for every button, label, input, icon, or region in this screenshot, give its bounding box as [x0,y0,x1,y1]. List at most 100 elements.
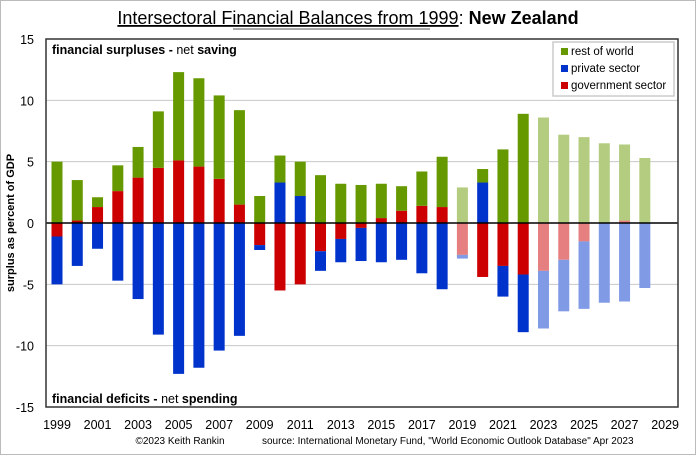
bar-private-sector-2011 [294,196,306,223]
bar-government-sector-2008 [233,204,245,223]
legend-label: government sector [571,80,666,92]
bar-private-sector-2021 [497,265,509,297]
bar-private-sector-2013 [335,238,347,263]
bar-rest-of-world-2003 [132,146,144,178]
bar-government-sector-2006 [193,166,205,223]
x-tick-label: 2027 [611,418,639,432]
bar-private-sector-2023 [537,270,549,329]
y-tick-label: 0 [27,217,34,231]
x-tick-label: 2003 [124,418,152,432]
bar-government-sector-2001 [92,207,104,223]
bar-private-sector-2022 [517,274,529,333]
bar-rest-of-world-2017 [416,171,428,206]
bar-government-sector-2010 [274,223,286,291]
chart-title: Intersectoral Financial Balances from 19… [117,8,578,28]
bar-private-sector-2001 [92,223,104,249]
bar-rest-of-world-2018 [436,156,448,208]
x-tick-label: 2017 [408,418,436,432]
title-separator: : [459,8,469,28]
bar-government-sector-2020 [477,223,489,277]
bar-government-sector-2016 [396,210,408,223]
bar-private-sector-2027 [619,223,631,302]
bar-rest-of-world-2025 [578,137,590,223]
bar-private-sector-2010 [274,182,286,223]
bar-private-sector-1999 [51,236,63,285]
x-tick-label: 2013 [327,418,355,432]
bar-private-sector-2005 [173,223,185,374]
bar-rest-of-world-2023 [537,117,549,223]
bar-rest-of-world-2028 [639,157,651,223]
bar-government-sector-2013 [335,223,347,239]
bar-rest-of-world-2013 [335,183,347,223]
bar-private-sector-2025 [578,241,590,309]
bar-private-sector-2012 [315,251,327,271]
bar-government-sector-2017 [416,205,428,223]
bar-government-sector-2003 [132,177,144,223]
bar-government-sector-2009 [254,223,266,246]
legend-box [552,41,675,97]
bar-private-sector-2003 [132,223,144,300]
bar-government-sector-2002 [112,191,124,223]
x-tick-label: 2005 [165,418,193,432]
y-axis-label: surplus as percent of GDP [5,154,17,292]
x-tick-label: 2015 [367,418,395,432]
y-tick-label: 5 [27,156,34,170]
bar-private-sector-2009 [254,245,266,250]
bar-rest-of-world-2011 [294,161,306,197]
bar-private-sector-2006 [193,223,205,368]
bar-government-sector-2021 [497,223,509,266]
bar-government-sector-2022 [517,223,529,275]
annotation-surpluses: financial surpluses - net saving [52,43,237,57]
x-tick-label: 2007 [205,418,233,432]
legend-label: private sector [571,63,640,75]
bar-rest-of-world-2015 [375,183,387,219]
bar-rest-of-world-2000 [71,180,83,221]
legend: rest of world private sector government se… [552,41,675,97]
bar-rest-of-world-2016 [396,186,408,211]
bar-government-sector-2011 [294,223,306,285]
bar-rest-of-world-2002 [112,165,124,192]
legend-swatch-private-sector [561,65,568,72]
bar-rest-of-world-2021 [497,149,509,223]
bar-private-sector-2018 [436,223,448,290]
bar-government-sector-2015 [375,218,387,223]
bar-government-sector-2023 [537,223,549,271]
bar-government-sector-2025 [578,223,590,242]
bar-government-sector-2014 [355,223,367,228]
bar-government-sector-2018 [436,207,448,223]
bar-rest-of-world-2012 [315,175,327,223]
bar-rest-of-world-2014 [355,184,367,223]
x-tick-label: 2001 [84,418,112,432]
bar-rest-of-world-2024 [558,134,570,223]
x-tick-label: 1999 [43,418,71,432]
bar-rest-of-world-2026 [598,143,610,223]
bar-government-sector-2027 [619,220,631,223]
bar-rest-of-world-2009 [254,196,266,223]
bar-rest-of-world-2027 [619,144,631,221]
x-tick-label: 2025 [570,418,598,432]
x-tick-label: 2023 [530,418,558,432]
x-tick-label: 2021 [489,418,517,432]
bar-government-sector-2019 [456,223,468,255]
y-tick-label: -10 [16,340,34,354]
y-tick-label: -5 [23,278,34,292]
bar-private-sector-2004 [152,223,164,335]
bar-private-sector-2002 [112,223,124,281]
bar-rest-of-world-2008 [233,110,245,205]
bar-government-sector-2005 [173,160,185,223]
x-tick-label: 2019 [448,418,476,432]
bar-private-sector-2007 [213,223,225,351]
footer-source: source: International Monetary Fund, "Wo… [262,436,634,447]
bar-private-sector-2000 [71,223,83,266]
bar-rest-of-world-2020 [477,169,489,183]
bar-government-sector-1999 [51,223,63,237]
y-tick-label: 15 [20,33,34,47]
bar-private-sector-2016 [396,223,408,260]
bar-private-sector-2014 [355,227,367,262]
bar-rest-of-world-2022 [517,113,529,223]
plot-border [45,38,679,408]
bar-rest-of-world-1999 [51,161,63,223]
bar-private-sector-2028 [639,223,651,289]
bar-private-sector-2008 [233,223,245,336]
